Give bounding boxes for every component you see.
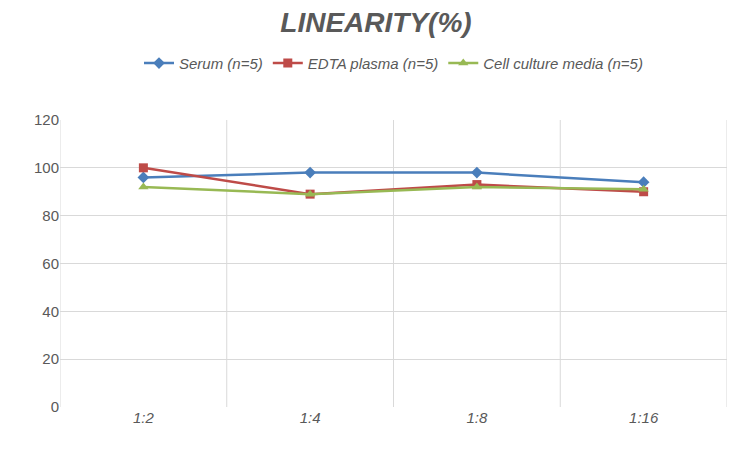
svg-text:LINEARITY(%): LINEARITY(%): [280, 7, 471, 38]
svg-text:1:8: 1:8: [466, 409, 488, 426]
svg-text:60: 60: [42, 255, 59, 272]
svg-text:EDTA plasma (n=5): EDTA plasma (n=5): [308, 55, 438, 72]
svg-text:120: 120: [34, 111, 59, 128]
svg-text:0: 0: [51, 398, 59, 415]
svg-text:1:2: 1:2: [133, 409, 155, 426]
svg-text:Cell culture media (n=5): Cell culture media (n=5): [483, 55, 643, 72]
svg-text:1:4: 1:4: [300, 409, 321, 426]
svg-text:Serum (n=5): Serum (n=5): [179, 55, 263, 72]
svg-text:40: 40: [42, 303, 59, 320]
svg-text:80: 80: [42, 207, 59, 224]
svg-text:1:16: 1:16: [629, 409, 659, 426]
svg-text:100: 100: [34, 159, 59, 176]
svg-text:20: 20: [42, 350, 59, 367]
